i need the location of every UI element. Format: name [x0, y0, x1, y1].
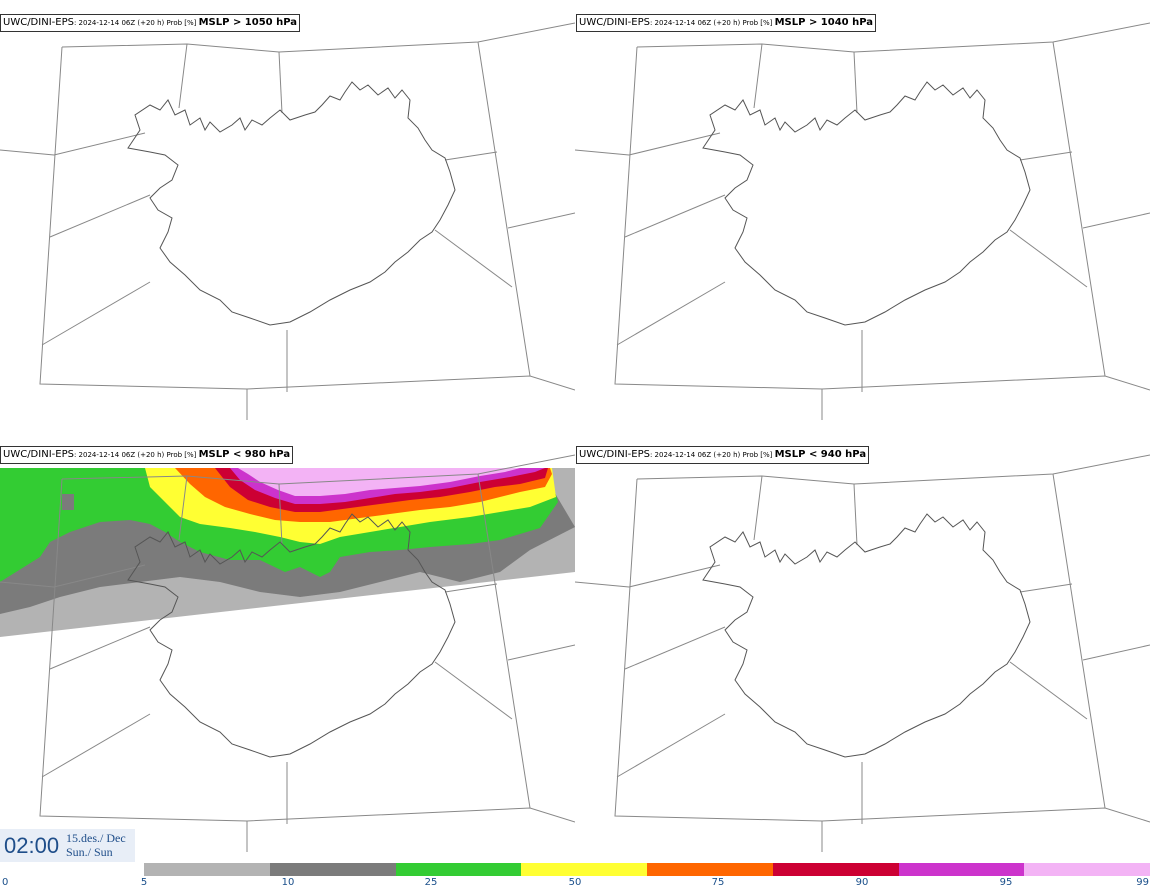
graticule-line: [0, 564, 146, 588]
graticule-line: [1009, 229, 1088, 288]
legend-tick: 75: [711, 877, 725, 888]
legend-tick: 5: [140, 877, 148, 888]
graticule-line: [477, 473, 531, 809]
probability-field: [0, 468, 575, 637]
graticule-line: [41, 713, 151, 778]
legend-tick: 95: [999, 877, 1013, 888]
graticule-line: [444, 583, 498, 593]
legend-segment-25-50: [395, 863, 522, 876]
iceland-coastline: [127, 81, 456, 326]
graticule-line: [853, 483, 858, 546]
legend-tick: 0: [2, 877, 9, 888]
graticule-line: [616, 281, 726, 346]
graticule-line: [507, 644, 575, 661]
graticule-line: [575, 132, 721, 156]
graticule-line: [434, 229, 513, 288]
graticule-line: [753, 475, 763, 541]
graticule-line: [49, 194, 151, 238]
legend-segment-75-90: [647, 863, 773, 876]
panel-title: UWC/DINI-EPS: 2024-12-14 06Z (+20 h) Pro…: [0, 14, 301, 32]
graticule-line: [278, 51, 283, 114]
graticule-line: [39, 46, 575, 391]
panel-title: UWC/DINI-EPS: 2024-12-14 06Z (+20 h) Pro…: [0, 446, 294, 464]
graticule-line: [477, 41, 531, 377]
valid-time-date: 15.des./ Dec Sun./ Sun: [66, 831, 126, 859]
panel-title: UWC/DINI-EPS: 2024-12-14 06Z (+20 h) Pro…: [576, 446, 870, 464]
legend-segment-5-10: [144, 863, 270, 876]
valid-time-clock: 02:00: [4, 833, 60, 858]
graticule-line: [0, 132, 146, 156]
iceland-coastline: [702, 81, 1031, 326]
graticule-line: [178, 475, 188, 541]
graticule-line: [575, 564, 721, 588]
legend-segment-10-25: [269, 863, 396, 876]
graticule-line: [1052, 41, 1106, 377]
graticule-line: [1009, 661, 1088, 720]
graticule-line: [1082, 644, 1150, 661]
graticule-line: [444, 151, 498, 161]
graticule-line: [753, 43, 763, 109]
legend-segment-50-75: [521, 863, 647, 876]
iceland-coastline: [702, 513, 1031, 758]
graticule-line: [616, 713, 726, 778]
legend-tick: 99: [1136, 877, 1149, 888]
map-canvas: [0, 454, 575, 852]
date-line-2: Sun./ Sun: [66, 845, 113, 859]
probability-legend-bar: [144, 863, 1150, 876]
panel-title: UWC/DINI-EPS: 2024-12-14 06Z (+20 h) Pro…: [576, 14, 877, 32]
valid-time-box: 02:00 15.des./ Dec Sun./ Sun: [0, 829, 135, 862]
graticule-line: [434, 661, 513, 720]
graticule-line: [614, 46, 1150, 391]
legend-tick: 50: [568, 877, 582, 888]
graticule-line: [278, 483, 283, 546]
map-panel-mslp-gt-1040: UWC/DINI-EPS: 2024-12-14 06Z (+20 h) Pro…: [575, 0, 1150, 430]
graticule-line: [614, 478, 1150, 823]
graticule-line: [507, 212, 575, 229]
legend-tick: 25: [424, 877, 438, 888]
map-canvas: [575, 454, 1150, 852]
graticule-line: [853, 51, 858, 114]
legend-segment-95-99: [898, 863, 1025, 876]
legend-tick: 90: [855, 877, 869, 888]
map-canvas: [0, 22, 575, 420]
legend-segment-99-100: [1024, 863, 1150, 876]
date-line-1: 15.des./ Dec: [66, 831, 126, 845]
graticule-line: [1052, 473, 1106, 809]
graticule-line: [1082, 212, 1150, 229]
graticule-line: [49, 626, 151, 670]
graticule-line: [624, 194, 726, 238]
iceland-coastline: [127, 513, 456, 758]
graticule-line: [1019, 583, 1073, 593]
graticule-line: [41, 281, 151, 346]
legend-tick: 10: [281, 877, 295, 888]
map-panel-mslp-lt-940: UWC/DINI-EPS: 2024-12-14 06Z (+20 h) Pro…: [575, 432, 1150, 862]
map-panel-mslp-lt-980: UWC/DINI-EPS: 2024-12-14 06Z (+20 h) Pro…: [0, 432, 575, 862]
map-panel-mslp-gt-1050: UWC/DINI-EPS: 2024-12-14 06Z (+20 h) Pro…: [0, 0, 575, 430]
map-canvas: [575, 22, 1150, 420]
graticule-line: [178, 43, 188, 109]
legend-segment-90-95: [772, 863, 899, 876]
graticule-line: [1019, 151, 1073, 161]
graticule-line: [624, 626, 726, 670]
